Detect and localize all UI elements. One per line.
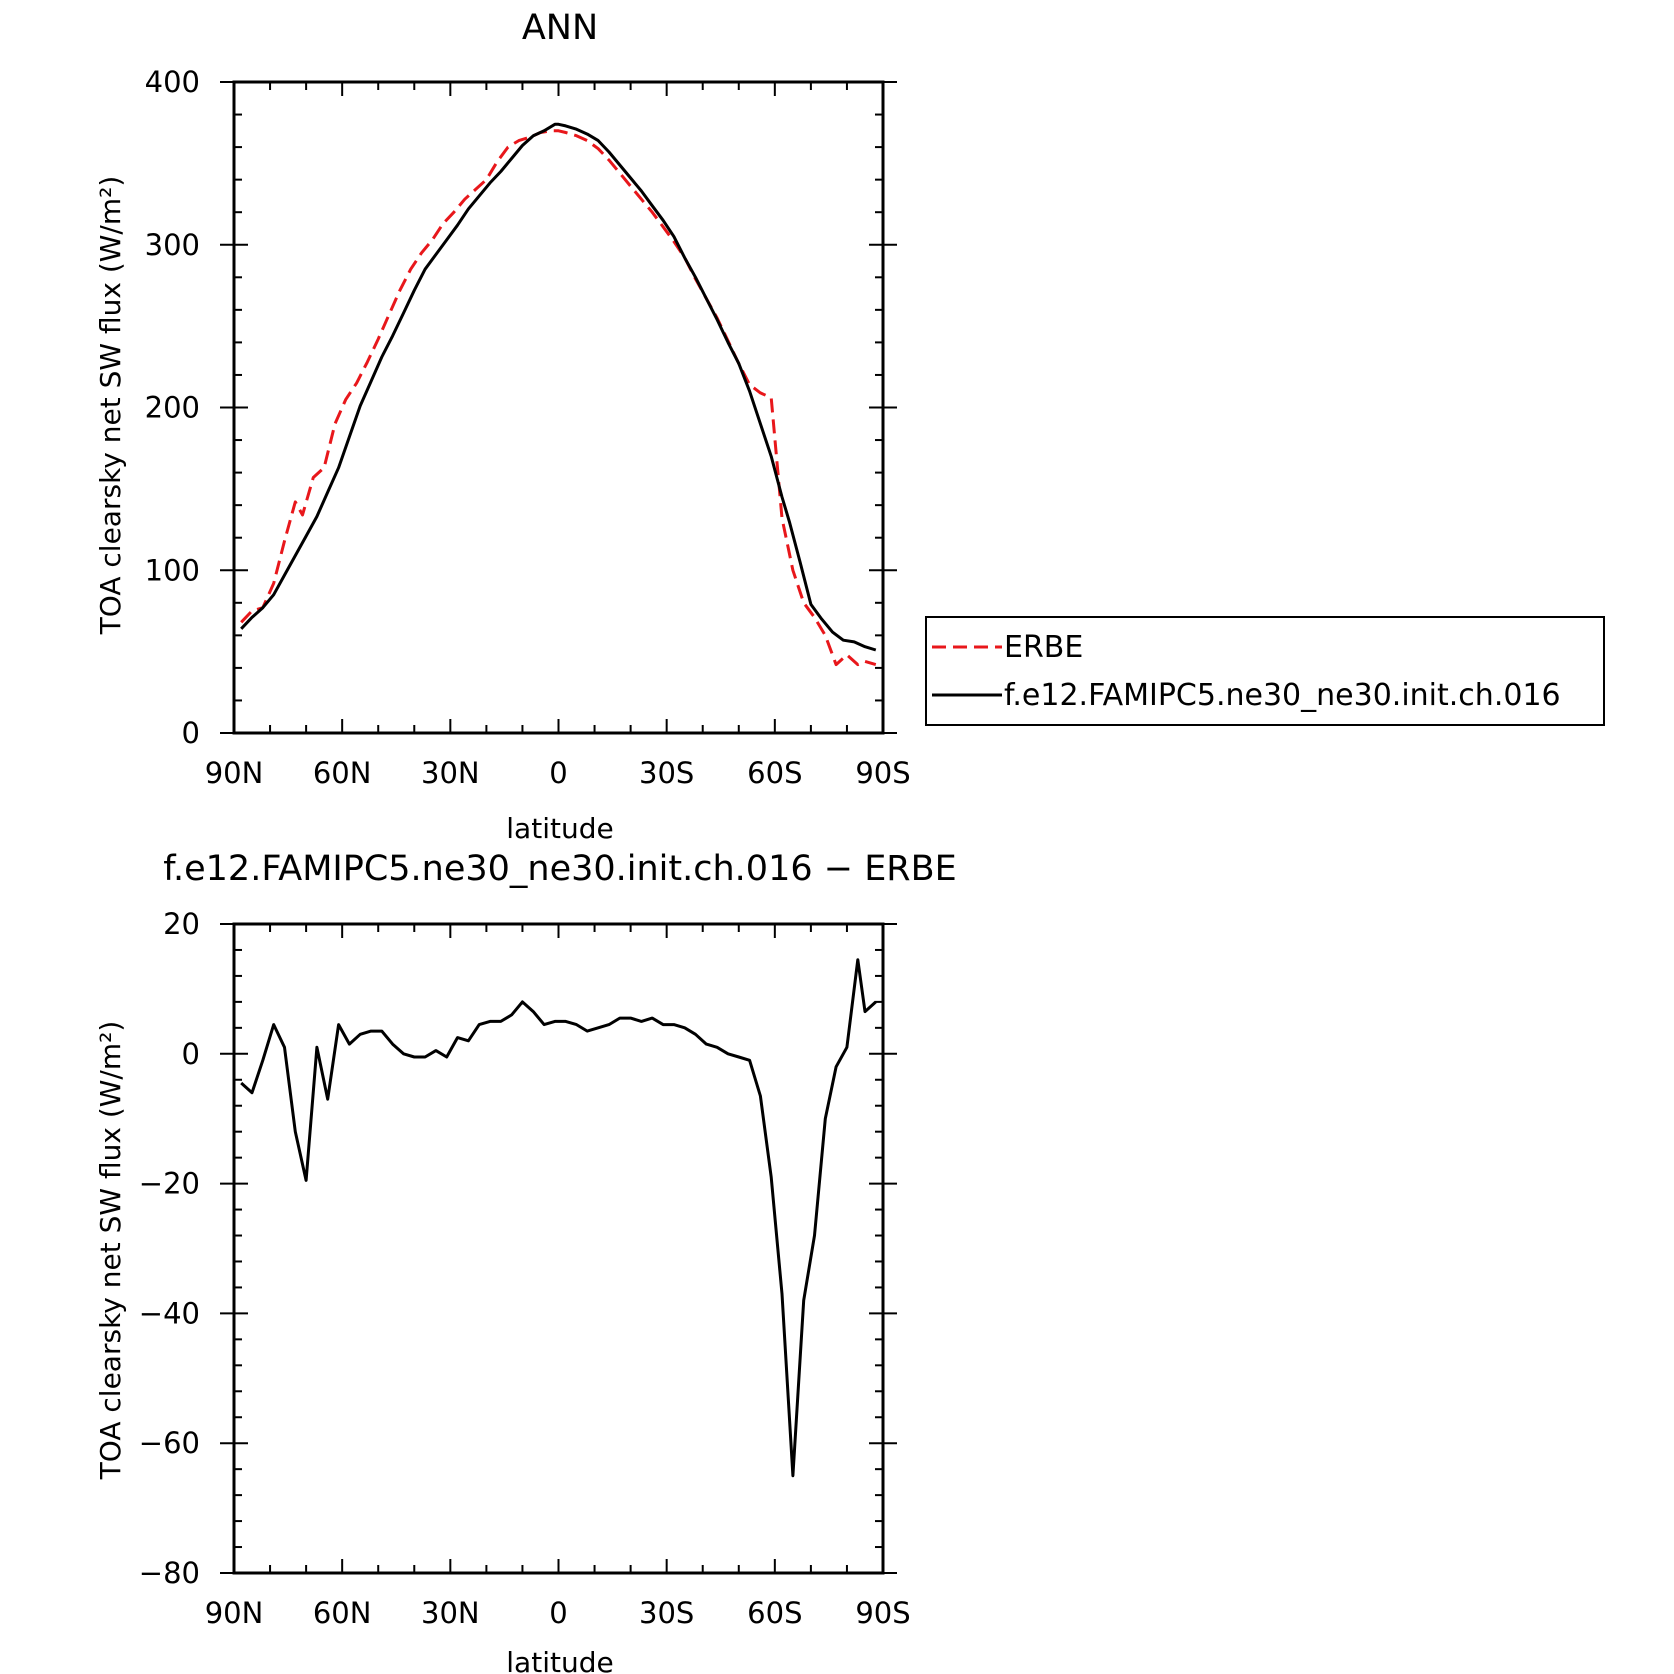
bottom-series-group [240, 958, 877, 1478]
top-panel: ANN TOA clearsky net SW flux (W/m²) lati… [94, 8, 911, 845]
bottom-x-tick-label: 60N [313, 1596, 372, 1630]
bottom-y-axis-label: TOA clearsky net SW flux (W/m²) [94, 1021, 127, 1481]
top-x-tick-label: 90N [205, 756, 264, 790]
top-y-tick-label: 200 [145, 391, 200, 425]
top-axes: 90N 60N 30N 0 30S 60S 90S 0 100 200 300 400 [145, 65, 911, 790]
top-y-tick-label: 300 [145, 228, 200, 262]
bottom-x-tick-label: 60S [747, 1596, 802, 1630]
top-series-group [240, 122, 877, 667]
top-plot-frame [232, 80, 885, 735]
bottom-x-tick-label: 90N [205, 1596, 264, 1630]
top-y-tick-label: 400 [145, 65, 200, 99]
top-x-tick-label: 30S [639, 756, 694, 790]
bottom-series-model-line [240, 958, 877, 1478]
top-x-axis-label: latitude [506, 812, 613, 845]
bottom-axes: 90N 60N 30N 0 30S 60S 90S −80 −60 −40 −20 0 20 [139, 907, 911, 1630]
bottom-y-tick-label: 20 [163, 907, 200, 941]
legend: ERBE f.e12.FAMIPC5.ne30_ne30.init.ch.016 [925, 616, 1605, 726]
bottom-y-tick-label: −20 [139, 1167, 200, 1201]
bottom-x-tick-label: 30S [639, 1596, 694, 1630]
top-series-model-line [240, 122, 877, 652]
bottom-x-tick-label: 30N [421, 1596, 480, 1630]
bottom-y-tick-label: −80 [139, 1556, 200, 1590]
bottom-panel: f.e12.FAMIPC5.ne30_ne30.init.ch.016 − ER… [94, 849, 957, 1674]
top-x-tick-label: 90S [855, 756, 910, 790]
top-x-tick-label: 60N [313, 756, 372, 790]
legend-box [925, 616, 1605, 726]
bottom-x-tick-label: 0 [549, 1596, 567, 1630]
bottom-y-tick-label: 0 [182, 1037, 200, 1071]
bottom-y-tick-label: −60 [139, 1426, 200, 1460]
bottom-y-tick-label: −40 [139, 1296, 200, 1330]
legend-label-erbe: ERBE [1004, 630, 1083, 665]
top-x-tick-label: 30N [421, 756, 480, 790]
top-x-tick-label: 60S [747, 756, 802, 790]
top-x-tick-label: 0 [549, 756, 567, 790]
top-series-erbe-line [240, 129, 877, 667]
bottom-x-tick-label: 90S [855, 1596, 910, 1630]
top-y-tick-label: 100 [145, 553, 200, 587]
legend-label-model: f.e12.FAMIPC5.ne30_ne30.init.ch.016 [1004, 678, 1561, 713]
top-y-axis-label: TOA clearsky net SW flux (W/m²) [94, 176, 127, 636]
top-title: ANN [522, 8, 598, 48]
bottom-title: f.e12.FAMIPC5.ne30_ne30.init.ch.016 − ER… [163, 849, 957, 889]
top-y-tick-label: 0 [182, 716, 200, 750]
bottom-x-axis-label: latitude [506, 1646, 613, 1674]
